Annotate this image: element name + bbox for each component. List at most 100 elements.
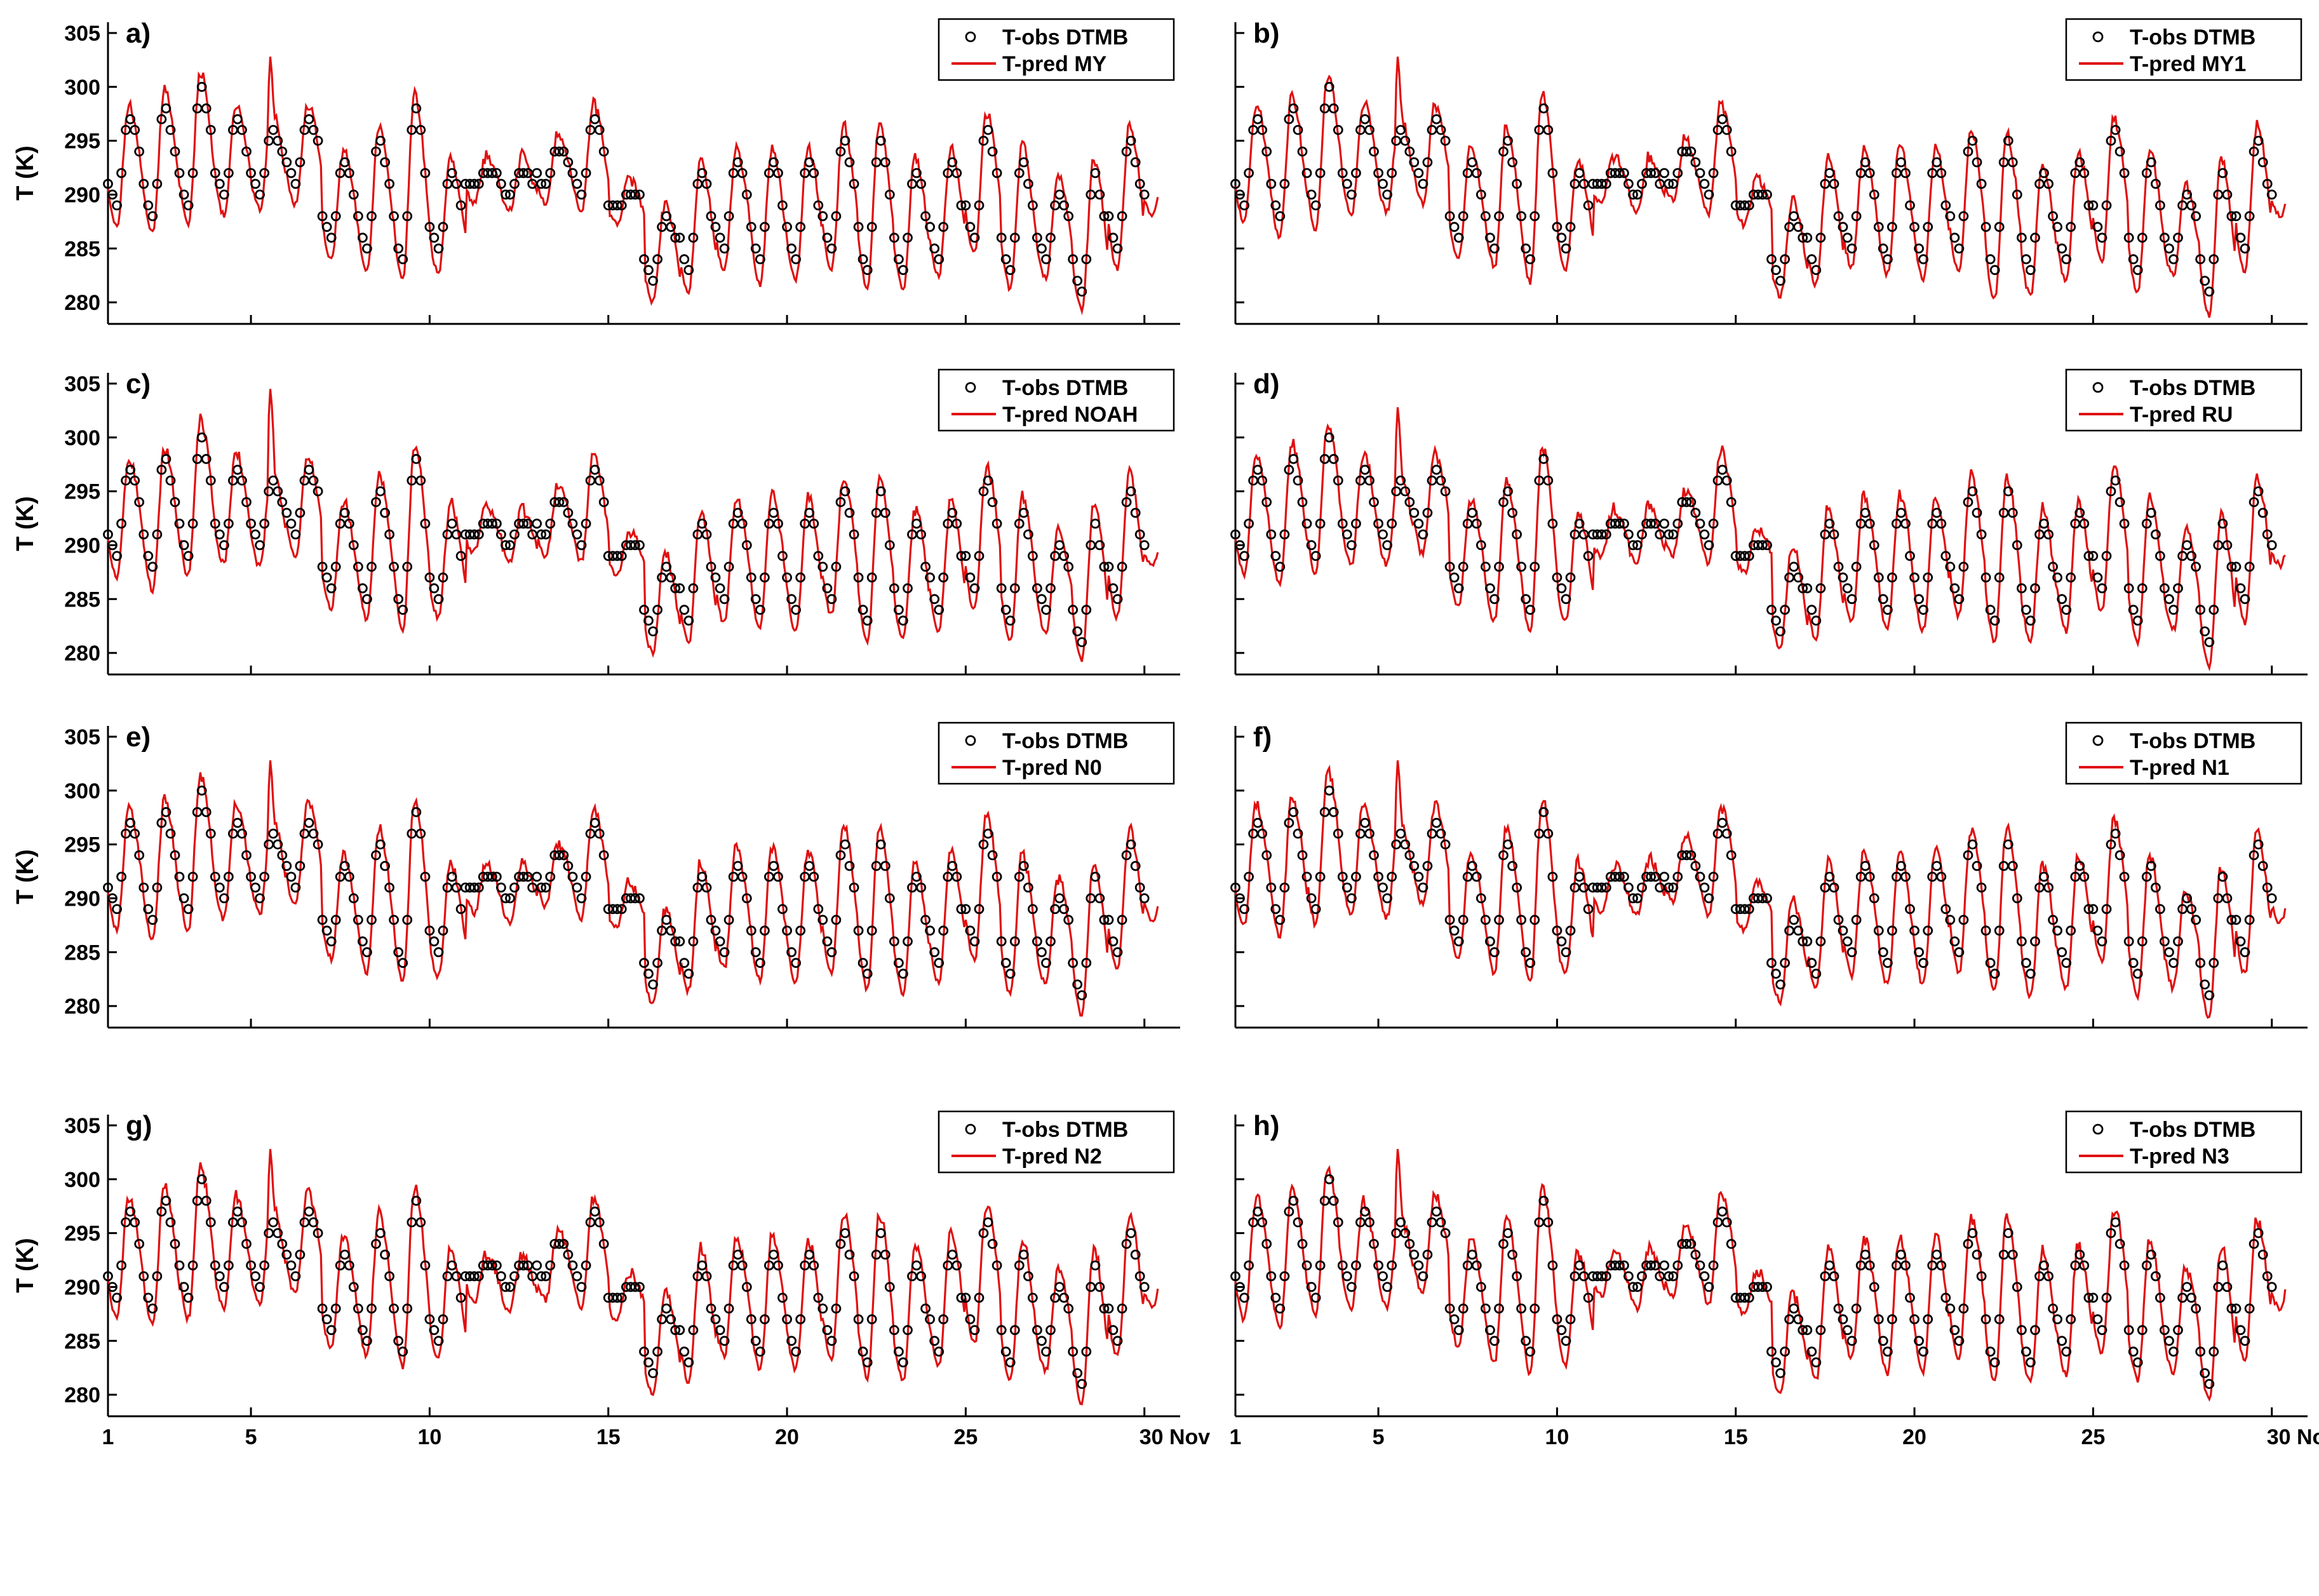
legend-pred-label: T-pred N0 [1002,756,1102,780]
obs-point [866,222,877,232]
obs-point [326,936,337,947]
obs-point [134,1238,145,1249]
obs-point [835,497,846,507]
obs-point [2132,1357,2143,1368]
legend-obs-marker [965,31,976,43]
obs-point [2003,1228,2013,1238]
obs-point [1806,254,1817,265]
obs-point [983,1217,993,1228]
obs-point [616,200,627,211]
obs-point [2262,178,2273,189]
obs-point [554,497,565,507]
obs-point [1900,168,1911,178]
obs-point [1838,1314,1848,1325]
panel-label: g) [126,1110,152,1141]
obs-point [1337,871,1348,882]
obs-point [652,958,662,969]
obs-point [1516,211,1527,222]
obs-point [746,222,756,232]
obs-point [1681,850,1692,861]
obs-point [1878,947,1888,958]
obs-point [920,1303,931,1314]
obs-point [492,168,502,178]
obs-point [366,1303,377,1314]
obs-point [1275,915,1286,925]
obs-point [1811,1357,1822,1368]
obs-point [2231,1303,2242,1314]
obs-point [501,540,511,551]
obs-point [1980,572,1991,583]
obs-point [2195,254,2206,265]
obs-point [1306,540,1317,551]
obs-point [1909,572,1920,583]
obs-point [170,1238,180,1249]
obs-point [178,540,189,551]
obs-point [835,146,846,157]
obs-point [1395,828,1406,839]
obs-point [1900,518,1911,529]
obs-point [1293,1217,1303,1228]
obs-point [1130,157,1141,168]
obs-point [1378,529,1388,540]
obs-point [1328,1195,1339,1206]
obs-point [1945,915,1956,925]
obs-point [1489,1336,1500,1346]
obs-point [804,861,815,871]
obs-point [2141,871,2152,882]
obs-point [1565,222,1576,232]
obs-point [960,1292,971,1303]
obs-point [920,211,931,222]
obs-point [2092,925,2103,936]
obs-series [103,785,1150,1000]
obs-point [187,871,198,882]
obs-point [1297,146,1308,157]
obs-point [1980,925,1991,936]
obs-point [2106,839,2116,850]
obs-point [996,1325,1007,1336]
obs-point [1337,518,1348,529]
x-tick-label: 20 [1902,1425,1926,1449]
obs-point [670,583,681,594]
obs-point [415,475,426,486]
obs-series [103,432,1150,647]
obs-point [1503,839,1513,850]
obs-point [2240,947,2250,958]
obs-point [1771,615,1781,626]
obs-point [2048,561,2059,572]
obs-point [857,605,868,615]
obs-point [2088,1292,2099,1303]
obs-point [174,1260,185,1271]
obs-point [1744,200,1754,211]
obs-point [143,200,154,211]
obs-point [1686,497,1697,507]
obs-point [1498,146,1509,157]
obs-point [2057,1336,2067,1346]
obs-point [1708,871,1719,882]
obs-point [1994,572,2005,583]
obs-point [496,882,506,893]
obs-point [1637,529,1647,540]
obs-point [934,1346,944,1357]
obs-point [853,572,864,583]
obs-point [455,904,466,915]
obs-point [898,969,908,979]
obs-point [1431,464,1442,475]
obs-point [259,871,270,882]
obs-point [1672,1260,1683,1271]
obs-point [880,1249,891,1260]
obs-point [1668,1271,1679,1282]
legend-obs-label: T-obs DTMB [1002,729,1128,753]
obs-point [1757,540,1768,551]
y-tick-label: 290 [64,887,100,911]
obs-point [715,1325,725,1336]
obs-point [348,1282,359,1292]
obs-point [1516,915,1527,925]
obs-point [1404,146,1415,157]
obs-point [1972,507,1982,518]
obs-point [232,464,243,475]
obs-point [1632,540,1643,551]
obs-point [2106,1228,2116,1238]
obs-point [1529,561,1540,572]
obs-point [1306,1282,1317,1292]
obs-point [741,540,752,551]
